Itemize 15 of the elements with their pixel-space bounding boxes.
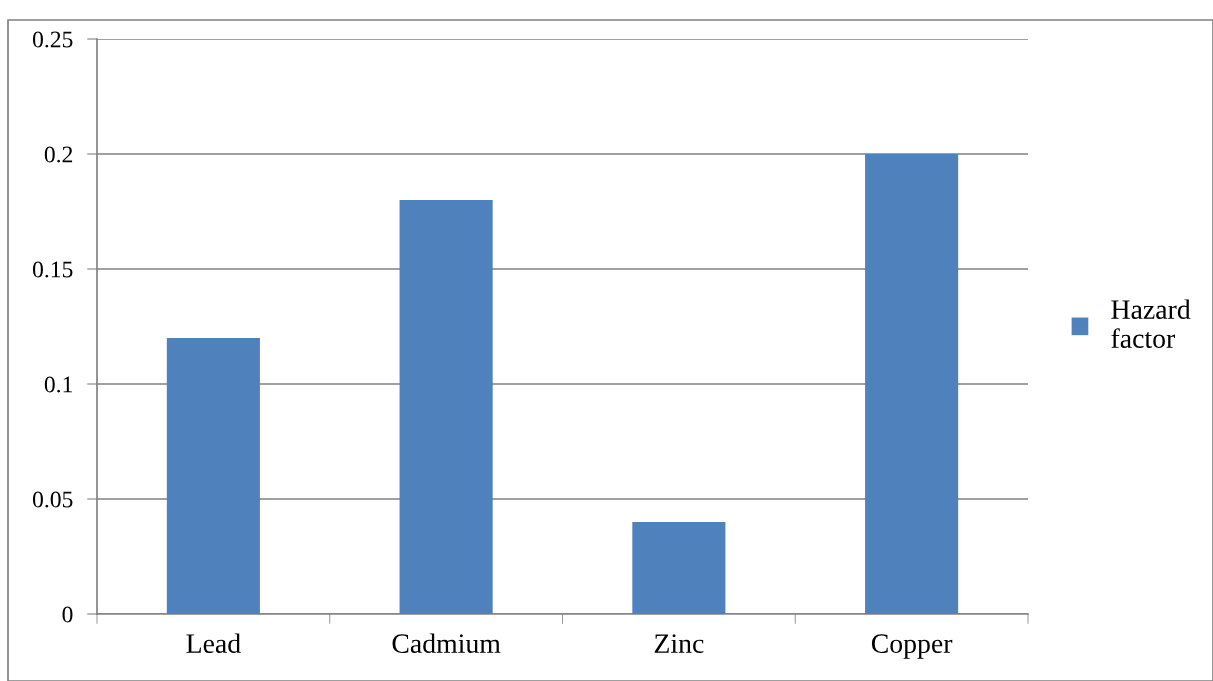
x-tick-label: Copper xyxy=(871,634,953,659)
y-tick-label: 0 xyxy=(62,606,73,623)
bar xyxy=(166,338,260,614)
x-tick-label: Cadmium xyxy=(392,633,501,653)
y-tick-label: 0.2 xyxy=(44,146,73,163)
bar xyxy=(632,522,726,614)
y-tick-label: 0.15 xyxy=(32,261,73,278)
bar xyxy=(865,154,959,614)
y-tick-label: 0.25 xyxy=(32,31,73,48)
bar xyxy=(399,200,493,614)
y-tick-label: 0.05 xyxy=(32,491,73,508)
x-tick-label: Zinc xyxy=(654,634,704,653)
y-tick-label: 0.1 xyxy=(44,376,72,393)
legend-label: Hazard factor xyxy=(1111,299,1191,348)
x-tick-label: Lead xyxy=(186,633,241,653)
